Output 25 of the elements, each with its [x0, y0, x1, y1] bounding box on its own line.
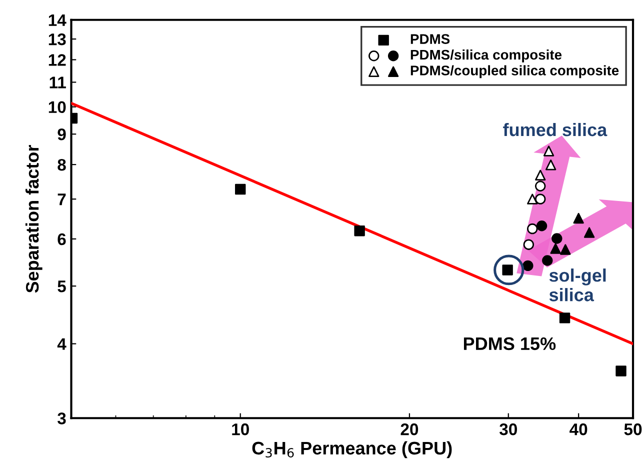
x-tick-label: 50 [624, 423, 642, 436]
annotation: fumed silica [503, 122, 608, 136]
y-tick-label: 13 [48, 33, 66, 46]
y-axis-title: Separation factor [25, 145, 42, 293]
x-tick-label: 10 [232, 423, 249, 436]
y-tick-label: 5 [58, 280, 66, 292]
y-tick-label: 6 [58, 233, 66, 246]
annotation: PDMS 15% [464, 337, 556, 350]
y-tick-label: 12 [48, 54, 66, 66]
x-tick-label: 40 [570, 423, 588, 436]
y-tick-label: 7 [58, 194, 66, 206]
y-tick-label: 10 [48, 101, 66, 114]
y-tick-label: 14 [48, 14, 66, 26]
x-tick-label: 20 [400, 423, 418, 436]
legend-label: PDMS [410, 34, 450, 44]
legend-label: PDMS/silica composite [410, 49, 562, 62]
y-tick-label: 4 [57, 338, 66, 350]
legend-label: PDMS/coupled silica composite [410, 65, 619, 78]
x-tick-label: 30 [500, 423, 517, 436]
y-tick-label: 11 [50, 76, 66, 88]
annotation: sol-gel silica [549, 268, 606, 302]
y-tick-label: 8 [58, 158, 66, 171]
x-axis-title: C$_{3}$H$_{6}$ Permeance (GPU) [252, 441, 452, 458]
y-tick-label: 3 [58, 412, 66, 424]
y-tick-label: 9 [58, 128, 66, 140]
